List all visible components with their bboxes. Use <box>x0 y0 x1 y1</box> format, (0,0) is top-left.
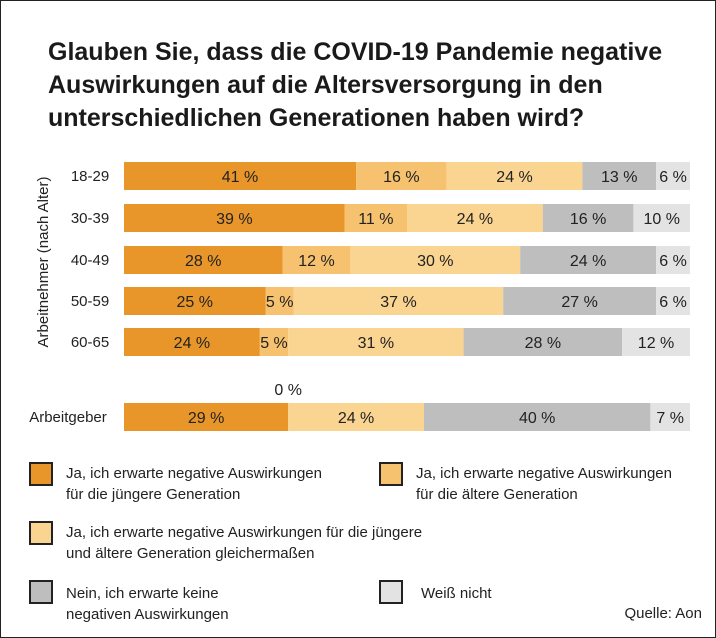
category-label-18-29: 18-29 <box>71 168 109 185</box>
legend-old-line1: Ja, ich erwarte negative Auswirkungen <box>416 465 672 482</box>
value-label-young-40-49: 28 % <box>185 253 221 270</box>
bar-no-30-39 <box>542 204 634 232</box>
bar-no-40-49 <box>520 246 657 274</box>
bar-unknown-60-65 <box>622 328 690 356</box>
bar-old-40-49 <box>282 246 351 274</box>
legend-both-line2: und ältere Generation gleichermaßen <box>66 545 315 562</box>
bar-old-30-39 <box>344 204 407 232</box>
bar-no-18-29 <box>582 162 657 190</box>
legend-both-line1: Ja, ich erwarte negative Auswirkungen fü… <box>66 524 423 541</box>
value-label-no-30-39: 16 % <box>570 211 606 228</box>
value-label-both-18-29: 24 % <box>496 169 532 186</box>
bar-no-50-59 <box>503 287 657 315</box>
value-label-unknown-50-59: 6 % <box>659 294 687 311</box>
legend-swatch-young <box>29 462 53 486</box>
bar-unknown-30-39 <box>633 204 690 232</box>
bar-young-60-65 <box>124 328 260 356</box>
value-label-no-60-65: 28 % <box>525 335 561 352</box>
bar-both-30-39 <box>407 204 543 232</box>
value-label-unknown-18-29: 6 % <box>659 169 687 186</box>
value-label-both-60-65: 31 % <box>358 335 394 352</box>
legend-no-line1: Nein, ich erwarte keine <box>66 585 219 602</box>
bar-both-40-49 <box>350 246 521 274</box>
legend-young-line2: für die jüngere Generation <box>66 486 241 503</box>
value-label-old-50-59: 5 % <box>266 294 294 311</box>
value-label-young-50-59: 25 % <box>177 294 213 311</box>
legend-unknown-line1: Weiß nicht <box>421 585 492 602</box>
legend-swatch-both <box>29 521 53 545</box>
value-label-no-arbeitgeber: 40 % <box>519 410 555 427</box>
value-label-unknown-40-49: 6 % <box>659 253 687 270</box>
legend-label-no: Nein, ich erwarte keine negativen Auswir… <box>66 583 229 625</box>
value-label-old-60-65: 5 % <box>260 335 288 352</box>
bar-unknown-arbeitgeber <box>650 403 690 431</box>
source-note: Quelle: Aon <box>624 605 702 622</box>
legend-swatch-no <box>29 580 53 604</box>
value-label-young-30-39: 39 % <box>216 211 252 228</box>
bar-young-18-29 <box>124 162 357 190</box>
value-label-no-40-49: 24 % <box>570 253 606 270</box>
value-label-unknown-arbeitgeber: 7 % <box>656 410 684 427</box>
value-label-old-30-39: 11 % <box>358 211 393 228</box>
value-label-unknown-60-65: 12 % <box>638 335 674 352</box>
category-label-60-65: 60-65 <box>71 334 109 351</box>
category-label-arbeitgeber: Arbeitgeber <box>29 409 107 426</box>
bar-old-50-59 <box>265 287 294 315</box>
bar-young-arbeitgeber <box>124 403 289 431</box>
bar-both-18-29 <box>446 162 583 190</box>
value-label-young-arbeitgeber: 29 % <box>188 410 224 427</box>
category-label-40-49: 40-49 <box>71 252 109 269</box>
bar-young-50-59 <box>124 287 266 315</box>
bar-unknown-40-49 <box>656 246 690 274</box>
value-label-young-60-65: 24 % <box>174 335 210 352</box>
value-label-old-arbeitgeber: 0 % <box>274 382 302 399</box>
bar-no-arbeitgeber <box>423 403 651 431</box>
bar-both-50-59 <box>293 287 504 315</box>
bar-both-arbeitgeber <box>288 403 424 431</box>
value-label-old-18-29: 16 % <box>383 169 419 186</box>
legend-young-line1: Ja, ich erwarte negative Auswirkungen <box>66 465 322 482</box>
legend-swatch-unknown <box>379 580 403 604</box>
value-label-old-40-49: 12 % <box>298 253 334 270</box>
value-label-both-30-39: 24 % <box>457 211 493 228</box>
category-label-30-39: 30-39 <box>71 210 109 227</box>
chart-title: Glauben Sie, dass die COVID-19 Pandemie … <box>48 38 663 132</box>
bar-old-60-65 <box>259 328 289 356</box>
bar-no-60-65 <box>463 328 623 356</box>
category-label-50-59: 50-59 <box>71 293 109 310</box>
bar-unknown-50-59 <box>656 287 690 315</box>
legend-label-both: Ja, ich erwarte negative Auswirkungen fü… <box>66 522 422 564</box>
value-label-young-18-29: 41 % <box>222 169 258 186</box>
bar-both-60-65 <box>288 328 464 356</box>
legend-swatch-old <box>379 462 403 486</box>
bar-young-30-39 <box>124 204 345 232</box>
y-group-label: Arbeitnehmer (nach Alter) <box>35 177 52 348</box>
legend-label-young: Ja, ich erwarte negative Auswirkungen fü… <box>66 463 322 505</box>
value-label-both-arbeitgeber: 24 % <box>338 410 374 427</box>
bar-unknown-18-29 <box>656 162 690 190</box>
value-label-unknown-30-39: 10 % <box>643 211 679 228</box>
legend-label-unknown: Weiß nicht <box>421 583 492 604</box>
value-label-no-18-29: 13 % <box>601 169 637 186</box>
stacked-bar-chart: Arbeitnehmer (nach Alter) 18-29 41 % 16 % 24… <box>29 162 690 431</box>
value-label-both-50-59: 37 % <box>380 294 416 311</box>
legend-old-line2: für die ältere Generation <box>416 486 578 503</box>
bar-young-40-49 <box>124 246 283 274</box>
legend-no-line2: negativen Auswirkungen <box>66 606 229 623</box>
legend-label-old: Ja, ich erwarte negative Auswirkungen fü… <box>416 463 672 505</box>
bar-old-18-29 <box>356 162 447 190</box>
value-label-both-40-49: 30 % <box>417 253 453 270</box>
value-label-no-50-59: 27 % <box>561 294 597 311</box>
